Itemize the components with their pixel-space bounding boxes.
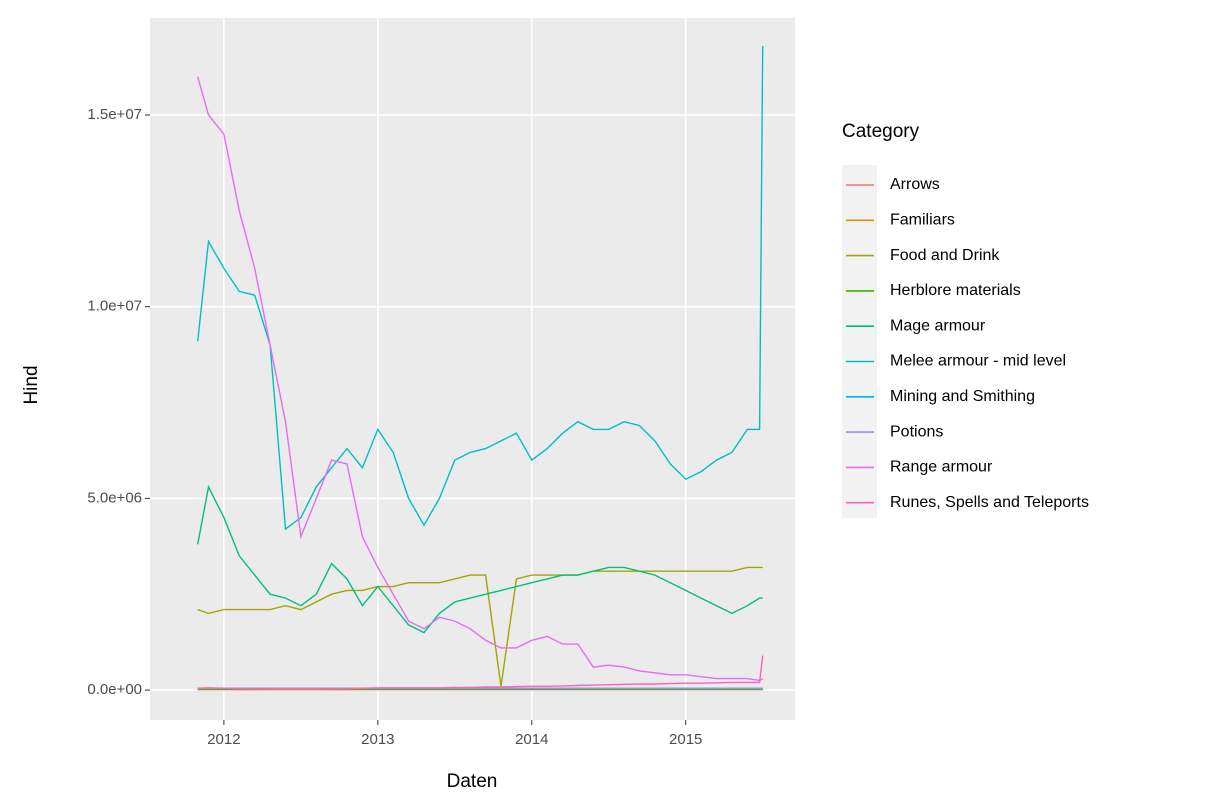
y-tick-label: 0.0e+00 [87,681,142,698]
legend-label: Potions [890,423,943,440]
x-axis-label: Daten [447,771,498,792]
y-axis-label: Hind [21,365,42,404]
x-tick-label: 2015 [669,731,702,748]
x-tick-label: 2013 [361,731,394,748]
line [197,566,763,687]
legend-label: Range armour [890,459,993,476]
legend-key-bg [842,165,877,518]
line [197,484,763,634]
panel [150,18,795,720]
line [197,76,764,682]
line [197,655,764,690]
legend-label: Herblore materials [890,282,1021,299]
legend-label: Mage armour [890,317,986,334]
line [197,45,764,531]
legend-label: Mining and Smithing [890,388,1035,405]
y-tick-label: 1.5e+07 [87,106,142,123]
legend-label: Melee armour - mid level [890,353,1066,370]
y-tick-label: 5.0e+06 [87,489,142,506]
x-tick-label: 2014 [515,731,548,748]
legend-title: Category [842,121,920,142]
legend-label: Food and Drink [890,247,1000,264]
legend-label: Arrows [890,176,940,193]
y-tick-label: 1.0e+07 [87,298,142,315]
legend-label: Familiars [890,212,955,229]
x-tick-label: 2012 [207,731,240,748]
legend-label: Runes, Spells and Teleports [890,494,1089,511]
